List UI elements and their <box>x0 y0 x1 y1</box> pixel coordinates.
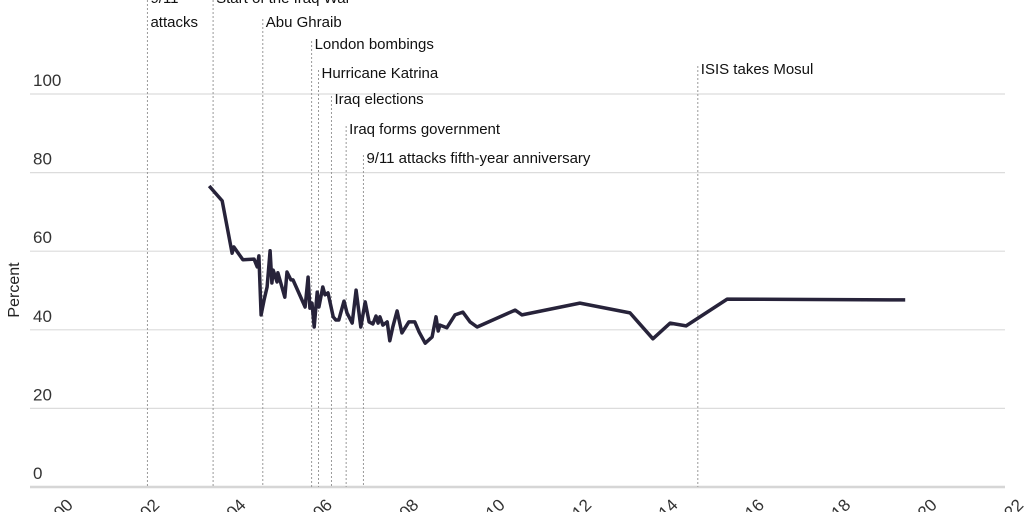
y-tick-label: 80 <box>33 150 52 169</box>
x-tick-label: 2016 <box>728 495 768 512</box>
x-tick-label: 2018 <box>814 495 854 512</box>
event-label: 9/11 <box>150 0 178 7</box>
y-tick-label: 60 <box>33 228 52 247</box>
x-tick-label: 2008 <box>382 495 422 512</box>
event-label: Iraq forms government <box>349 121 501 138</box>
event-label: London bombings <box>315 36 434 53</box>
y-axis-label: Percent <box>6 262 23 318</box>
event-label: 9/11 attacks fifth-year anniversary <box>366 150 590 167</box>
gridlines <box>30 93 1005 489</box>
event-label: Abu Ghraib <box>266 14 342 31</box>
x-axis-ticks: 2000 2002 2004 2006 2008 2010 2012 2014 2016 2018… <box>37 495 1024 512</box>
y-tick-label: 100 <box>33 71 61 90</box>
y-tick-label: 0 <box>33 464 42 483</box>
x-tick-label: 2020 <box>901 495 941 512</box>
event-label: Iraq elections <box>334 91 423 108</box>
x-tick-label: 2002 <box>123 495 163 512</box>
event-label: ISIS takes Mosul <box>701 61 814 78</box>
x-tick-label: 2014 <box>641 495 681 512</box>
y-tick-label: 20 <box>33 385 52 404</box>
event-label: attacks <box>150 14 198 31</box>
event-label: Start of the Iraq War <box>216 0 351 7</box>
x-tick-label: 2012 <box>555 495 595 512</box>
event-annotations: 9/11 attacks Start of the Iraq War Abu Ghra… <box>146 0 814 487</box>
event-label: Hurricane Katrina <box>322 65 439 82</box>
x-tick-label: 2006 <box>296 495 336 512</box>
x-tick-label: 2022 <box>987 495 1024 512</box>
series-line <box>207 184 906 345</box>
x-tick-label: 2010 <box>469 495 509 512</box>
x-tick-label: 2000 <box>37 495 77 512</box>
x-tick-label: 2004 <box>209 495 249 512</box>
y-tick-label: 40 <box>33 307 52 326</box>
y-axis-ticks: 0 20 40 60 80 100 <box>33 71 61 483</box>
